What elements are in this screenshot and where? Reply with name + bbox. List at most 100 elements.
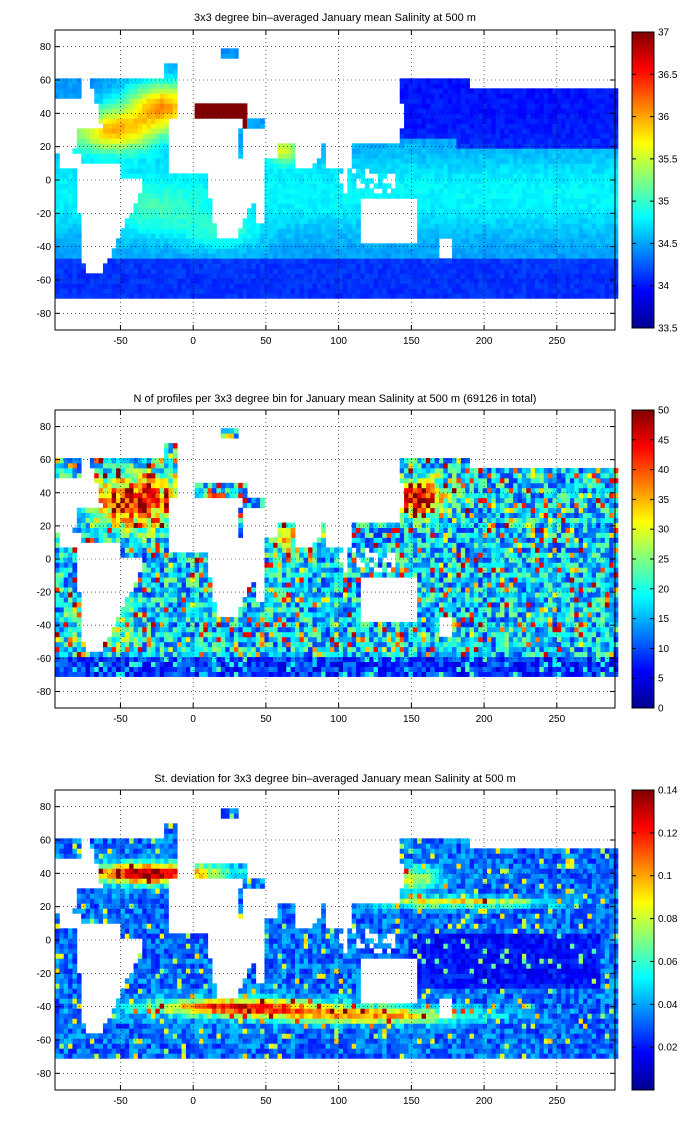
heatmap-cell — [521, 113, 527, 119]
heatmap-cell — [242, 248, 248, 254]
heatmap-cell — [290, 248, 296, 254]
heatmap-cell — [316, 253, 322, 259]
heatmap-cell — [129, 278, 134, 284]
heatmap-cell — [539, 153, 545, 159]
heatmap-cell — [142, 208, 148, 214]
heatmap-cell — [146, 631, 152, 638]
heatmap-cell — [107, 641, 113, 648]
heatmap-cell — [596, 163, 601, 169]
heatmap-cell — [543, 93, 549, 99]
heatmap-cell — [548, 98, 553, 104]
heatmap-cell — [369, 263, 374, 269]
heatmap-cell — [116, 123, 121, 129]
heatmap-cell — [68, 651, 73, 658]
heatmap-cell — [277, 223, 283, 229]
heatmap-cell — [129, 547, 134, 553]
heatmap-cell — [495, 268, 501, 274]
heatmap-cell — [260, 248, 265, 254]
heatmap-cell — [399, 293, 405, 299]
heatmap-cell — [552, 218, 558, 224]
heatmap-cell — [439, 268, 444, 274]
heatmap-cell — [107, 502, 113, 509]
heatmap-cell — [604, 228, 610, 234]
heatmap-cell — [155, 602, 161, 608]
heatmap-cell — [216, 288, 222, 294]
heatmap-cell — [299, 268, 305, 274]
heatmap-cell — [325, 293, 331, 299]
heatmap-cell — [76, 233, 82, 239]
heatmap-cell — [151, 88, 156, 94]
heatmap-cell — [72, 293, 78, 299]
heatmap-cell — [508, 143, 514, 149]
heatmap-cell — [85, 522, 91, 528]
heatmap-cell — [203, 283, 209, 289]
heatmap-cell — [116, 626, 121, 633]
heatmap-cell — [417, 183, 422, 189]
heatmap-cell — [68, 616, 73, 623]
heatmap-cell — [168, 73, 174, 79]
heatmap-cell — [142, 626, 148, 633]
heatmap-cell — [164, 248, 169, 254]
heatmap-cell — [164, 183, 169, 189]
heatmap-cell — [203, 273, 209, 279]
heatmap-cell — [587, 93, 593, 99]
heatmap-cell — [399, 173, 405, 179]
heatmap-cell — [168, 258, 174, 264]
heatmap-cell — [609, 278, 614, 284]
heatmap-cell — [504, 208, 510, 214]
heatmap-cell — [351, 203, 357, 209]
heatmap-cell — [81, 522, 86, 528]
heatmap-cell — [321, 178, 326, 184]
heatmap-cell — [404, 263, 409, 269]
heatmap-cell — [181, 208, 187, 214]
heatmap-cell — [133, 517, 139, 523]
heatmap-cell — [556, 233, 562, 239]
heatmap-cell — [535, 203, 540, 209]
heatmap-cell — [312, 228, 318, 234]
heatmap-cell — [151, 502, 156, 509]
heatmap-cell — [404, 283, 409, 289]
heatmap-cell — [68, 641, 73, 648]
heatmap-cell — [142, 213, 148, 219]
heatmap-cell — [329, 288, 335, 294]
heatmap-cell — [85, 656, 91, 663]
heatmap-cell — [146, 93, 152, 99]
heatmap-cell — [116, 462, 121, 469]
heatmap-cell — [286, 268, 292, 274]
heatmap-cell — [604, 153, 610, 159]
heatmap-cell — [159, 198, 165, 204]
heatmap-cell — [308, 243, 313, 249]
heatmap-cell — [535, 103, 540, 109]
heatmap-cell — [434, 108, 440, 114]
heatmap-cell — [55, 597, 60, 603]
heatmap-cell — [268, 283, 274, 289]
heatmap-cell — [338, 263, 344, 269]
heatmap-cell — [456, 133, 462, 139]
heatmap-cell — [487, 263, 492, 269]
heatmap-cell — [447, 93, 453, 99]
heatmap-cell — [604, 273, 610, 279]
heatmap-cell — [565, 108, 571, 114]
heatmap-cell — [600, 238, 606, 244]
heatmap-cell — [268, 263, 274, 269]
heatmap-cell — [600, 173, 606, 179]
heatmap-cell — [391, 288, 396, 294]
heatmap-cell — [395, 243, 401, 249]
heatmap-cell — [273, 183, 278, 189]
heatmap-cell — [421, 93, 427, 99]
heatmap-cell — [513, 278, 518, 284]
heatmap-cell — [120, 113, 126, 119]
heatmap-cell — [604, 173, 610, 179]
heatmap-cell — [133, 651, 139, 658]
heatmap-cell — [460, 213, 466, 219]
heatmap-cell — [596, 253, 601, 259]
heatmap-cell — [137, 661, 143, 668]
heatmap-cell — [443, 268, 449, 274]
heatmap-cell — [521, 268, 527, 274]
heatmap-cell — [55, 602, 60, 608]
heatmap-cell — [89, 288, 95, 294]
heatmap-cell — [72, 597, 78, 603]
heatmap-cell — [98, 273, 104, 279]
heatmap-cell — [508, 88, 514, 94]
heatmap-cell — [556, 168, 562, 174]
